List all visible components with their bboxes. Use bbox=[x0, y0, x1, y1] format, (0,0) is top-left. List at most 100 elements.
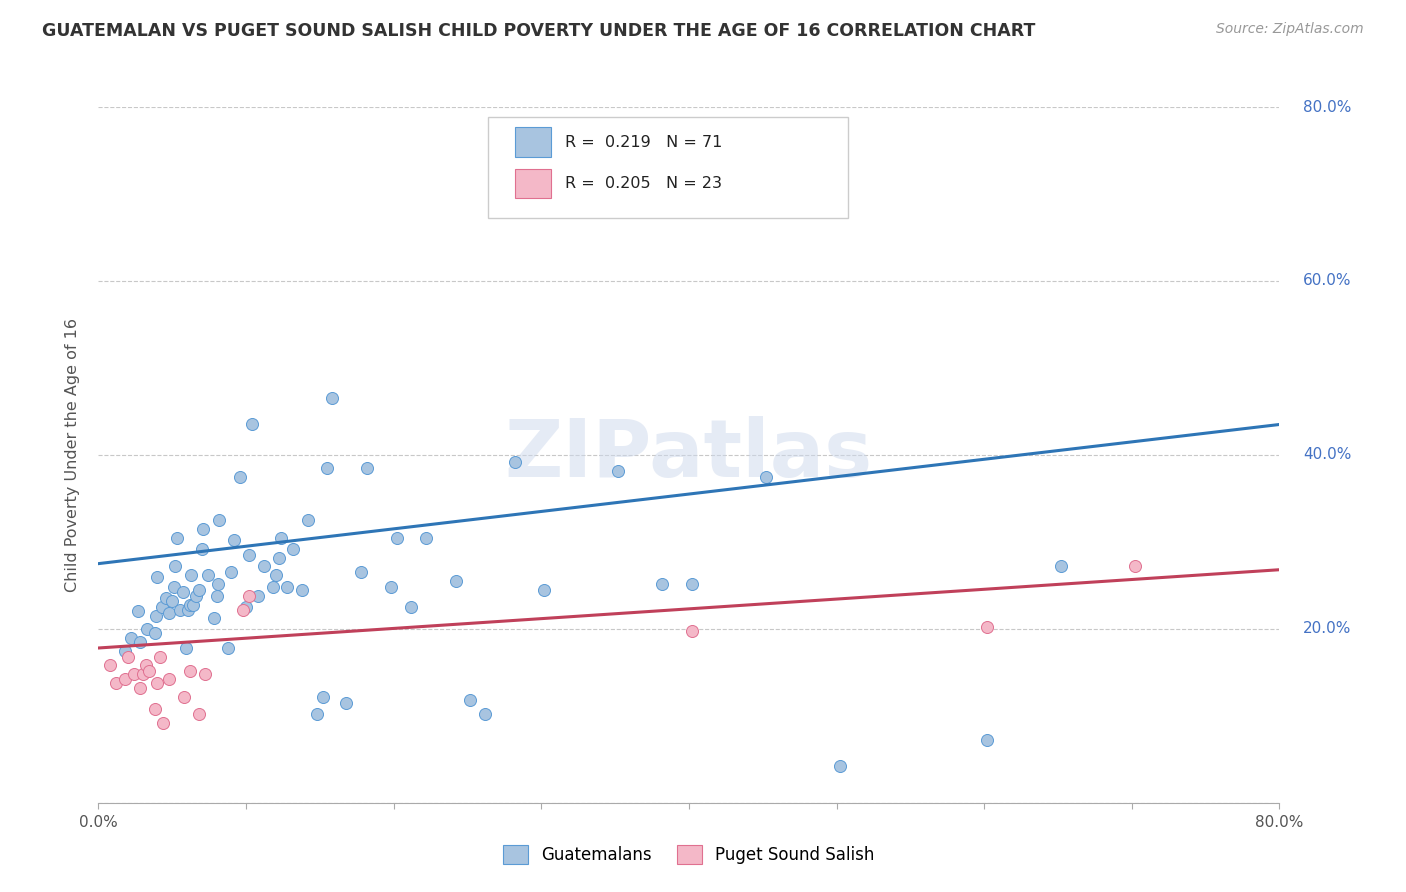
Point bbox=[238, 589, 260, 603]
Point bbox=[162, 594, 183, 608]
Point bbox=[120, 631, 142, 645]
Point bbox=[350, 566, 373, 580]
Point bbox=[607, 464, 630, 478]
Y-axis label: Child Poverty Under the Age of 16: Child Poverty Under the Age of 16 bbox=[65, 318, 80, 592]
Point bbox=[681, 576, 703, 591]
Point bbox=[681, 624, 703, 638]
Point bbox=[193, 522, 215, 536]
Text: 80.0%: 80.0% bbox=[1303, 100, 1351, 114]
Point bbox=[117, 649, 139, 664]
Point bbox=[122, 667, 145, 681]
Point bbox=[98, 658, 121, 673]
Point bbox=[276, 580, 298, 594]
Point bbox=[1123, 559, 1146, 574]
Point bbox=[146, 570, 169, 584]
Point bbox=[460, 693, 482, 707]
Point bbox=[224, 533, 246, 548]
Point bbox=[145, 608, 167, 623]
Point bbox=[143, 626, 166, 640]
Point bbox=[135, 658, 157, 673]
Point bbox=[219, 566, 242, 580]
FancyBboxPatch shape bbox=[488, 118, 848, 219]
Point bbox=[181, 598, 204, 612]
Point bbox=[207, 576, 229, 591]
Point bbox=[312, 690, 335, 704]
Text: R =  0.205   N = 23: R = 0.205 N = 23 bbox=[565, 176, 721, 191]
Point bbox=[173, 690, 195, 704]
Text: GUATEMALAN VS PUGET SOUND SALISH CHILD POVERTY UNDER THE AGE OF 16 CORRELATION C: GUATEMALAN VS PUGET SOUND SALISH CHILD P… bbox=[42, 22, 1036, 40]
Point bbox=[262, 580, 284, 594]
Text: 40.0%: 40.0% bbox=[1303, 448, 1351, 462]
Point bbox=[187, 582, 209, 597]
Point bbox=[401, 600, 423, 615]
Point bbox=[264, 568, 287, 582]
Point bbox=[316, 461, 339, 475]
Text: ZIPatlas: ZIPatlas bbox=[505, 416, 873, 494]
Point bbox=[174, 640, 197, 655]
Point bbox=[240, 417, 263, 432]
Point bbox=[165, 559, 187, 574]
Legend: Guatemalans, Puget Sound Salish: Guatemalans, Puget Sound Salish bbox=[496, 838, 882, 871]
Point bbox=[651, 576, 673, 591]
Point bbox=[179, 664, 201, 678]
Point bbox=[202, 611, 225, 625]
Point bbox=[152, 715, 174, 730]
Point bbox=[157, 673, 180, 687]
Point bbox=[380, 580, 402, 594]
Point bbox=[114, 643, 136, 657]
Point bbox=[444, 574, 467, 588]
Point bbox=[150, 600, 173, 615]
Point bbox=[179, 598, 201, 612]
Point bbox=[163, 580, 186, 594]
Point bbox=[169, 603, 191, 617]
Text: 20.0%: 20.0% bbox=[1303, 622, 1351, 636]
Point bbox=[132, 667, 155, 681]
Text: R =  0.219   N = 71: R = 0.219 N = 71 bbox=[565, 135, 723, 150]
Point bbox=[157, 606, 180, 620]
Point bbox=[187, 707, 209, 722]
Point bbox=[297, 513, 319, 527]
Point bbox=[246, 589, 269, 603]
Point bbox=[197, 568, 219, 582]
Point bbox=[149, 649, 172, 664]
FancyBboxPatch shape bbox=[516, 128, 551, 157]
Text: Source: ZipAtlas.com: Source: ZipAtlas.com bbox=[1216, 22, 1364, 37]
Point bbox=[755, 469, 778, 483]
Point bbox=[166, 531, 188, 545]
Point bbox=[184, 589, 207, 603]
Point bbox=[205, 589, 228, 603]
Point bbox=[503, 455, 526, 469]
Point bbox=[217, 640, 239, 655]
Point bbox=[127, 605, 149, 619]
Point bbox=[128, 681, 150, 695]
Point bbox=[385, 531, 408, 545]
Point bbox=[114, 673, 136, 687]
Point bbox=[976, 733, 998, 747]
Point bbox=[321, 392, 343, 406]
Point bbox=[136, 622, 159, 636]
FancyBboxPatch shape bbox=[516, 169, 551, 198]
Point bbox=[238, 548, 260, 562]
Point bbox=[208, 513, 231, 527]
Point bbox=[474, 707, 496, 722]
Point bbox=[177, 603, 200, 617]
Point bbox=[232, 603, 254, 617]
Point bbox=[235, 600, 257, 615]
Point bbox=[415, 531, 437, 545]
Point bbox=[229, 469, 252, 483]
Point bbox=[356, 461, 378, 475]
Point bbox=[335, 696, 357, 710]
Point bbox=[1050, 559, 1073, 574]
Point bbox=[180, 568, 202, 582]
Point bbox=[305, 707, 328, 722]
Point bbox=[128, 635, 150, 649]
Point bbox=[253, 559, 276, 574]
Point bbox=[533, 582, 555, 597]
Point bbox=[267, 550, 290, 565]
Point bbox=[155, 591, 177, 606]
Point bbox=[146, 675, 169, 690]
Point bbox=[283, 541, 305, 556]
Text: 60.0%: 60.0% bbox=[1303, 274, 1351, 288]
Point bbox=[828, 759, 851, 773]
Point bbox=[191, 541, 214, 556]
